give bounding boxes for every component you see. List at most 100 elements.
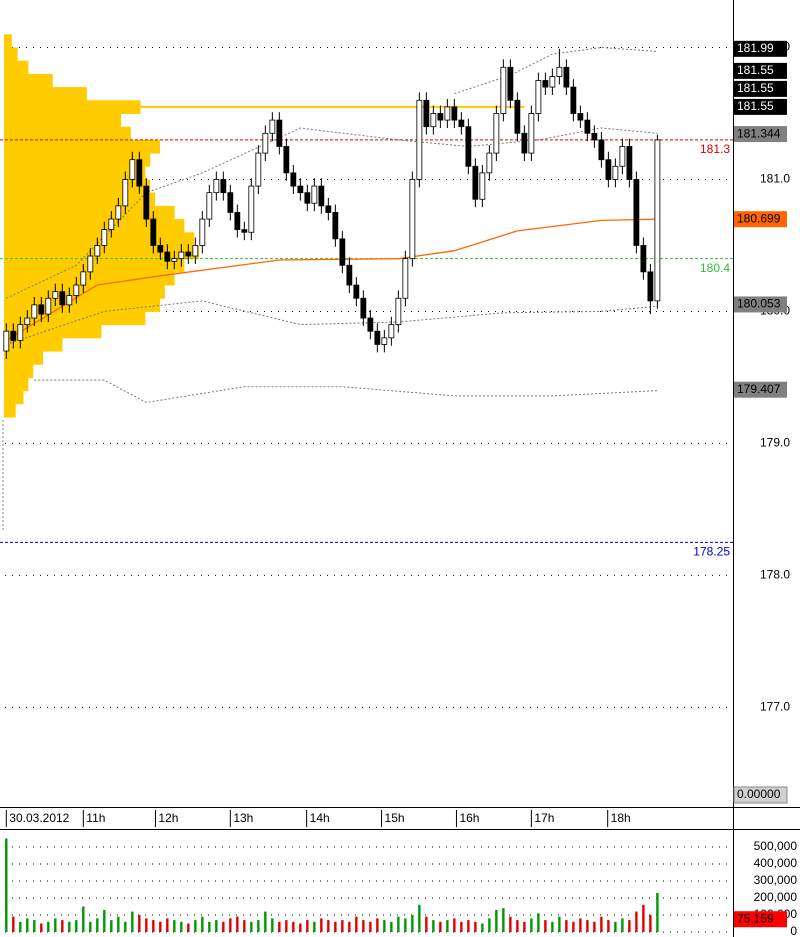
- volume-bar: [369, 921, 372, 932]
- price-tag: [734, 126, 787, 143]
- volume-tag: [734, 911, 787, 928]
- candle-body: [318, 185, 325, 207]
- x-tick-label: 12h: [158, 811, 178, 825]
- profile-bar: [4, 258, 185, 273]
- volume-tick-label: 200,000: [754, 890, 798, 904]
- volume-bar: [397, 916, 400, 932]
- volume-bar: [516, 920, 519, 932]
- price-tag-label: 181.55: [737, 63, 774, 77]
- level-label: 181.3: [700, 142, 730, 156]
- volume-bar: [488, 918, 491, 932]
- candle-body: [381, 337, 388, 345]
- volume-bar: [75, 920, 78, 932]
- candle-body: [143, 185, 150, 220]
- candle-body: [122, 179, 129, 207]
- candle-body: [262, 132, 269, 154]
- price-tag-label: 179.407: [737, 382, 781, 396]
- volume-bar: [243, 920, 246, 932]
- x-tick-label: 16h: [459, 811, 479, 825]
- volume-bar: [537, 913, 540, 932]
- profile-bar: [4, 179, 151, 194]
- profile-bar: [4, 337, 63, 352]
- candle-body: [528, 113, 535, 154]
- candle-body: [332, 212, 339, 240]
- price-tag: [734, 381, 787, 398]
- volume-bar: [439, 921, 442, 932]
- volume-bar: [341, 920, 344, 932]
- price-tag: [734, 296, 787, 313]
- candle-body: [633, 179, 640, 246]
- candle-body: [129, 159, 136, 180]
- candle-body: [437, 113, 444, 121]
- candle-body: [185, 251, 192, 257]
- candle-body: [38, 304, 45, 315]
- volume-bar: [68, 921, 71, 932]
- volume-bar: [649, 915, 652, 932]
- volume-bar: [656, 892, 659, 932]
- scale-tag-label: 0.00000: [737, 787, 781, 801]
- y-tick-label: 181.0: [760, 172, 790, 186]
- volume-bar: [565, 920, 568, 932]
- candle-body: [339, 238, 346, 266]
- price-tag: [734, 98, 787, 115]
- volume-tick-label: 400,000: [754, 856, 798, 870]
- volume-bar: [313, 921, 316, 932]
- candle-body: [178, 251, 185, 260]
- volume-bar: [19, 921, 22, 932]
- volume-bar: [404, 918, 407, 932]
- candle-body: [150, 218, 157, 246]
- candle-body: [577, 113, 584, 121]
- profile-bar: [4, 205, 175, 220]
- candle-body: [297, 185, 304, 194]
- candle-body: [367, 317, 374, 332]
- candle-body: [171, 258, 178, 262]
- volume-bar: [579, 918, 582, 932]
- candle-body: [234, 212, 241, 231]
- candle-body: [325, 205, 332, 213]
- candle-body: [59, 291, 66, 306]
- candle-body: [556, 66, 563, 77]
- volume-bar: [292, 921, 295, 932]
- volume-bar: [271, 918, 274, 932]
- overlay-line: [5, 218, 658, 342]
- profile-bar: [4, 232, 195, 246]
- x-tick-label: 18h: [611, 811, 631, 825]
- candle-body: [493, 113, 500, 154]
- volume-bar: [110, 920, 113, 932]
- volume-bar: [628, 920, 631, 932]
- candle-body: [535, 80, 542, 114]
- volume-bar: [327, 920, 330, 932]
- price-tag: [734, 62, 787, 79]
- price-tag-label: 181.99: [737, 41, 774, 55]
- volume-bar: [201, 916, 204, 932]
- profile-bar: [4, 390, 24, 405]
- volume-bar: [572, 921, 575, 932]
- candle-body: [52, 291, 59, 299]
- volume-bar: [208, 921, 211, 932]
- volume-bar: [495, 909, 498, 932]
- volume-bar: [173, 920, 176, 932]
- volume-bar: [124, 921, 127, 932]
- volume-bar: [131, 911, 134, 932]
- volume-bar: [607, 920, 610, 932]
- volume-bar: [411, 915, 414, 932]
- volume-tick-label: 500,000: [754, 839, 798, 853]
- candle-body: [451, 106, 458, 121]
- candle-body: [521, 132, 528, 154]
- volume-bar: [474, 921, 477, 932]
- volume-bar: [236, 916, 239, 932]
- volume-bar: [215, 920, 218, 932]
- volume-bar: [355, 916, 358, 932]
- candle-body: [458, 119, 465, 128]
- volume-bar: [138, 915, 141, 932]
- candle-body: [570, 86, 577, 114]
- candle-body: [157, 245, 164, 253]
- profile-bar: [4, 245, 199, 260]
- volume-bar: [194, 920, 197, 932]
- candle-body: [206, 192, 213, 220]
- volume-bar: [187, 923, 190, 932]
- candle-body: [500, 66, 507, 114]
- volume-bar: [257, 920, 260, 932]
- volume-bar: [432, 920, 435, 932]
- profile-bar: [4, 60, 29, 75]
